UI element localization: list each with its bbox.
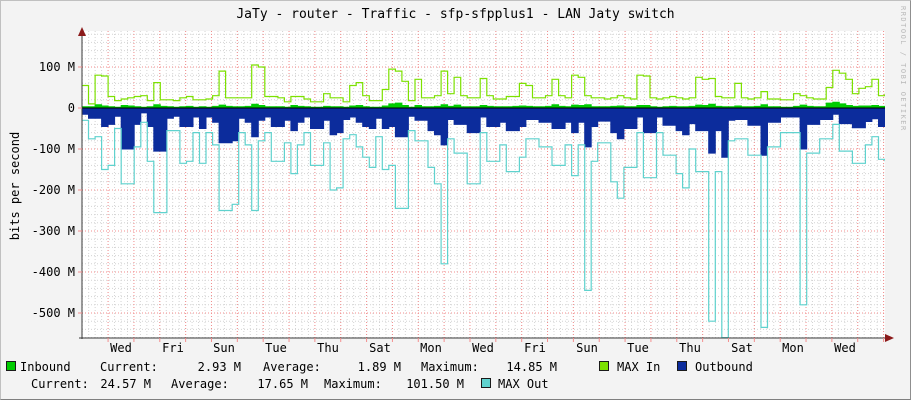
maximum-label-2: Maximum:: [324, 377, 382, 391]
x-axis-arrow: [885, 334, 894, 342]
graph-title: JaTy - router - Traffic - sfp-sfpplus1 -…: [236, 7, 675, 22]
x-tick-label: Wed: [834, 341, 856, 355]
maximum-value-2: 101.50 M: [406, 377, 464, 391]
plot-background: [82, 31, 885, 338]
x-tick-label: Wed: [110, 341, 132, 355]
outbound-swatch: [677, 361, 687, 371]
current-label-2: Current:: [31, 377, 89, 391]
max-out-swatch: [481, 378, 491, 388]
x-tick-label: Fri: [524, 341, 546, 355]
y-tick-label: -300 M: [31, 224, 75, 238]
x-tick-label: Tue: [627, 341, 649, 355]
average-value-2: 17.65 M: [257, 377, 308, 391]
x-tick-label: Tue: [265, 341, 287, 355]
y-tick-label: 0: [67, 101, 75, 115]
max-in-line: [82, 64, 885, 105]
x-tick-label: Wed: [472, 341, 494, 355]
axis-ticks: [78, 66, 885, 342]
y-tick-label: 100 M: [38, 60, 75, 74]
x-tick-label: Mon: [420, 341, 442, 355]
outbound-area: [82, 107, 885, 158]
rrdtool-watermark: RRDTOOL / TOBI OETIKER: [899, 6, 907, 132]
y-tick-label: -500 M: [31, 306, 75, 320]
x-tick-label: Sun: [576, 341, 598, 355]
maximum-value-1: 14.85 M: [506, 360, 557, 374]
y-tick-label: -200 M: [31, 183, 75, 197]
max-out-label: MAX Out: [498, 377, 549, 391]
inbound-label: Inbound: [20, 360, 71, 374]
x-tick-label: Mon: [782, 341, 804, 355]
plot-area: [82, 31, 885, 338]
average-label-1: Average:: [263, 360, 321, 374]
y-tick-label: -100 M: [31, 142, 75, 156]
current-value-2: 24.57 M: [100, 377, 151, 391]
average-label-2: Average:: [171, 377, 229, 391]
maximum-label-1: Maximum:: [421, 360, 479, 374]
outbound-label: Outbound: [695, 360, 753, 374]
max-in-label: MAX In: [617, 360, 661, 374]
inbound-area: [82, 101, 885, 109]
x-tick-label: Sat: [369, 341, 391, 355]
x-tick-label: Fri: [162, 341, 184, 355]
max-in-swatch: [599, 361, 609, 371]
y-axis-arrow: [78, 27, 86, 36]
x-tick-label: Sat: [731, 341, 753, 355]
inbound-swatch: [6, 361, 16, 371]
current-value-1: 2.93 M: [197, 360, 241, 374]
x-tick-label: Thu: [317, 341, 339, 355]
x-tick-label: Sun: [213, 341, 235, 355]
max-out-line: [82, 119, 885, 338]
x-tick-label: Thu: [679, 341, 701, 355]
grid-major: [82, 31, 885, 338]
y-tick-label: -400 M: [31, 265, 75, 279]
current-label-1: Current:: [100, 360, 158, 374]
average-value-1: 1.89 M: [357, 360, 401, 374]
